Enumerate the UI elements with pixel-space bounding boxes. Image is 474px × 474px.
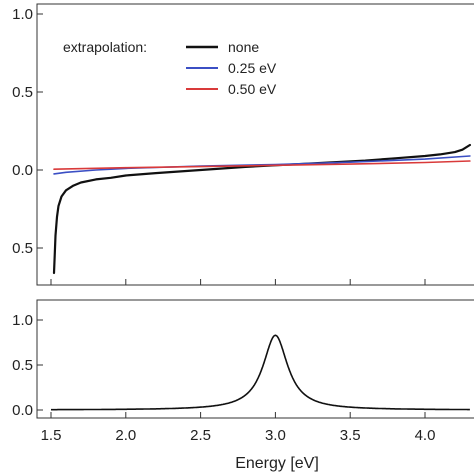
x-axis-title: Energy [eV] [235,455,319,472]
bottom-y-ticks: 1.0 0.5 0.0 [12,312,43,419]
bottom-x-ticks: 1.5 2.0 2.5 3.0 3.5 4.0 [41,412,436,444]
legend-label-025: 0.25 eV [228,60,277,76]
series-line-0-50-ev [53,160,471,170]
bottom-series-group [50,334,470,411]
bottom-panel: 1.0 0.5 0.0 1.5 2.0 2.5 3.0 3.5 4.0 Energy [eV] [12,299,474,472]
top-y-tick-label: 0.5 [12,240,33,257]
legend-label-050: 0.50 eV [228,81,277,97]
top-y-ticks: 1.0 0.5 0.0 0.5 [12,6,43,257]
series-line-none [52,143,471,275]
top-y-tick-label: 1.0 [12,6,33,23]
bottom-x-tick-label: 2.0 [115,427,136,444]
top-y-tick-label: 0.0 [12,162,33,179]
bottom-x-tick-label: 4.0 [415,427,436,444]
top-y-tick-label: 0.5 [12,84,33,101]
series-line-peak [50,334,470,411]
bottom-x-tick-label: 2.5 [190,427,211,444]
bottom-y-tick-label: 1.0 [12,312,33,329]
top-x-ticks [50,279,426,285]
bottom-y-tick-label: 0.5 [12,357,33,374]
top-series-group [52,143,471,275]
bottom-plot-frame [36,299,474,419]
bottom-x-tick-label: 1.5 [41,427,62,444]
legend: extrapolation: none 0.25 eV 0.50 eV [63,39,277,97]
legend-label-none: none [228,39,259,55]
bottom-x-tick-label: 3.0 [265,427,286,444]
top-panel: 1.0 0.5 0.0 0.5 extrapolation: none 0.25 eV… [12,3,474,286]
bottom-x-tick-label: 3.5 [340,427,361,444]
bottom-y-tick-label: 0.0 [12,402,33,419]
legend-title: extrapolation: [63,39,147,55]
top-plot-frame [36,3,474,286]
